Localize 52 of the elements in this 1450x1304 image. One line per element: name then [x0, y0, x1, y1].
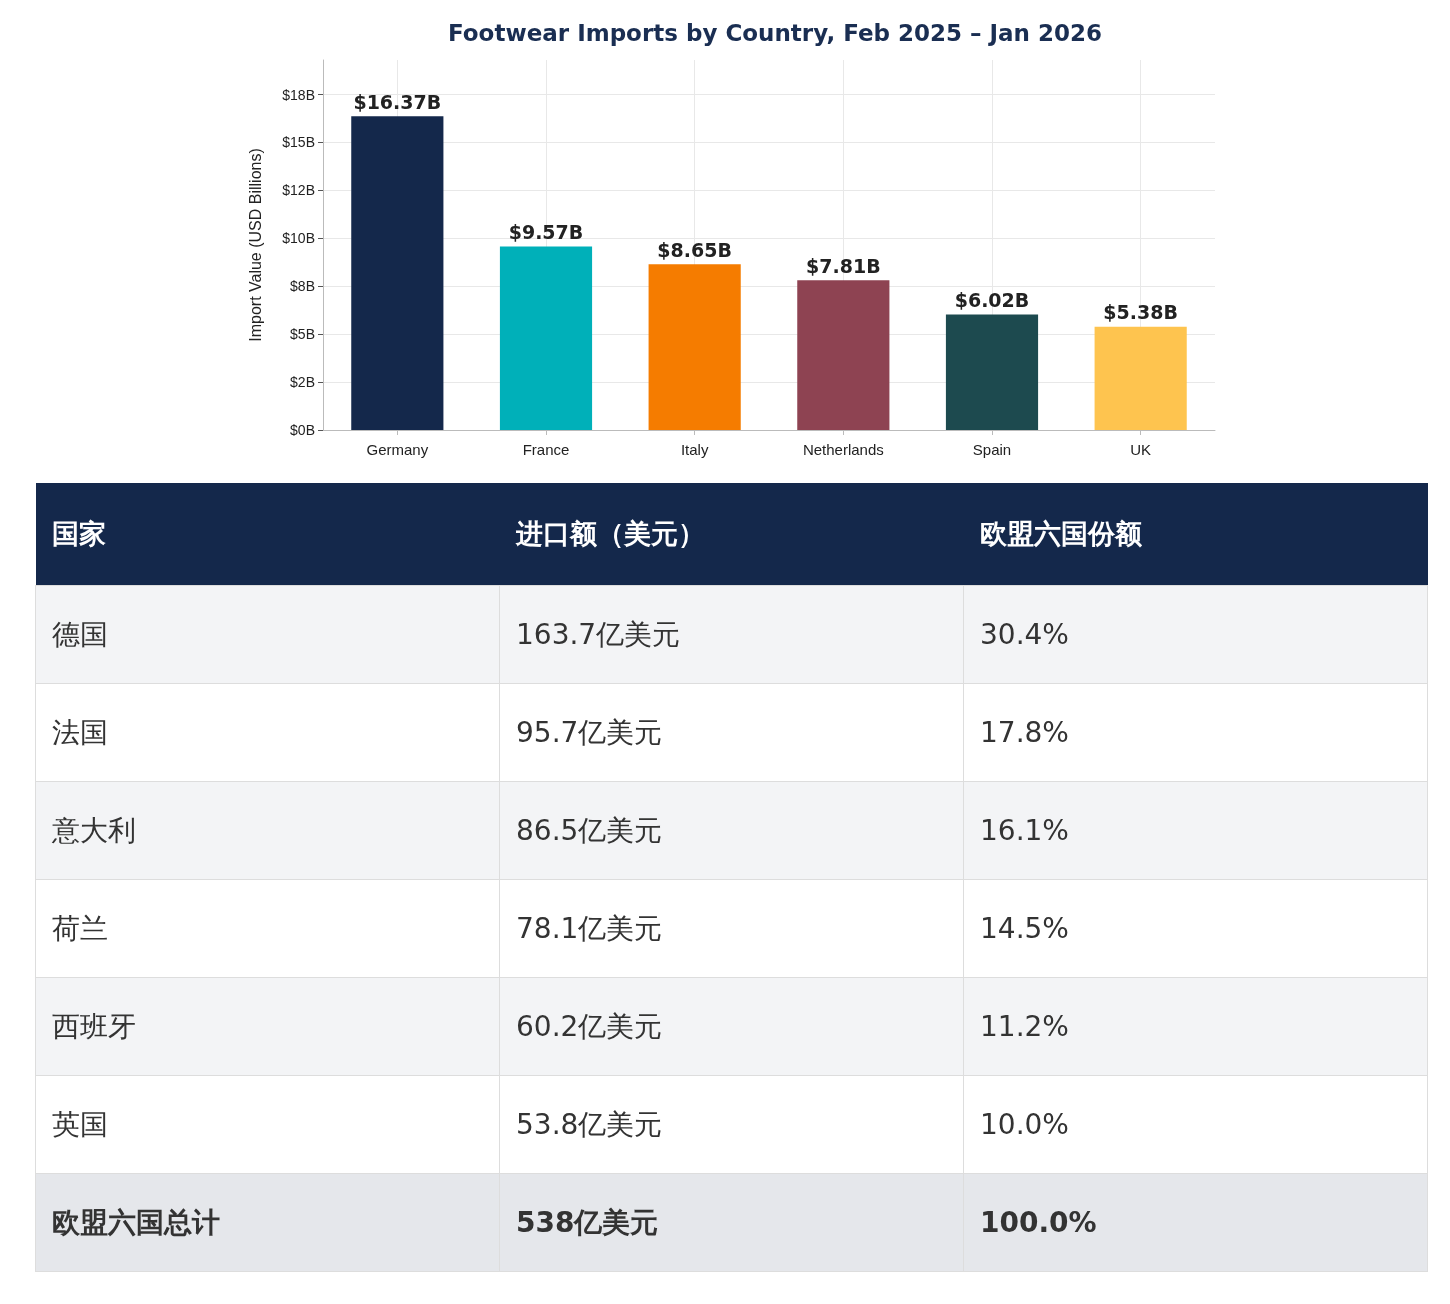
text: 14.5%: [963, 879, 1428, 978]
x-tick-label: Germany: [366, 441, 429, 458]
bar: [945, 314, 1039, 430]
text: 欧盟六国总计: [35, 1173, 500, 1272]
data-label: $8.65B: [657, 238, 732, 261]
text: 10.0%: [963, 1075, 1428, 1174]
text: 16.1%: [963, 781, 1428, 880]
bar: [351, 116, 444, 430]
bar: [499, 246, 593, 430]
data-label: $16.37B: [353, 90, 442, 113]
x-tick-label: Italy: [680, 441, 709, 458]
text: 17.8%: [963, 683, 1428, 782]
text: 荷兰: [35, 879, 500, 978]
text: 英国: [35, 1075, 500, 1174]
x-tick-label: France: [522, 441, 570, 458]
text: 86.5亿美元: [499, 781, 964, 880]
x-tick-label: Netherlands: [802, 441, 884, 458]
text: 德国: [35, 585, 500, 684]
text: 100.0%: [963, 1173, 1428, 1272]
data-label: $7.81B: [806, 254, 881, 277]
data-label: $5.38B: [1103, 301, 1178, 324]
text: 意大利: [35, 781, 500, 880]
text: 78.1亿美元: [499, 879, 964, 978]
y-axis-title: Import Value (USD Billions): [246, 148, 264, 342]
data-label: $9.57B: [508, 221, 584, 244]
y-tick-label: $18B: [282, 86, 315, 103]
chart-title: Footwear Imports by Country, Feb 2025 – Jan 2026: [448, 19, 1102, 46]
data-label: $6.02B: [954, 289, 1030, 312]
y-tick-label: $10B: [282, 230, 315, 247]
x-tick-label: Spain: [972, 441, 1012, 458]
y-tick-label: $2B: [290, 374, 315, 391]
text: 95.7亿美元: [499, 683, 964, 782]
category-label: 国家: [35, 483, 500, 586]
text: 60.2亿美元: [499, 977, 964, 1076]
category-label: 欧盟六国份额: [963, 483, 1428, 586]
category-label: 进口额（美元）: [499, 483, 964, 586]
y-tick-label: $12B: [282, 182, 315, 199]
text: 11.2%: [963, 977, 1428, 1076]
x-tick-label: UK: [1130, 441, 1152, 458]
text: 法国: [35, 683, 500, 782]
bar: [797, 280, 890, 430]
bar: [648, 264, 741, 430]
text: 538亿美元: [499, 1173, 964, 1272]
text: 53.8亿美元: [499, 1075, 964, 1174]
bar: [1094, 326, 1187, 430]
y-tick-label: $15B: [282, 134, 315, 151]
text: 30.4%: [963, 585, 1428, 684]
y-tick-label: $0B: [290, 422, 315, 438]
text: 西班牙: [35, 977, 500, 1076]
text: 163.7亿美元: [499, 585, 964, 684]
y-tick-label: $8B: [290, 278, 315, 295]
y-tick-label: $5B: [290, 326, 315, 343]
